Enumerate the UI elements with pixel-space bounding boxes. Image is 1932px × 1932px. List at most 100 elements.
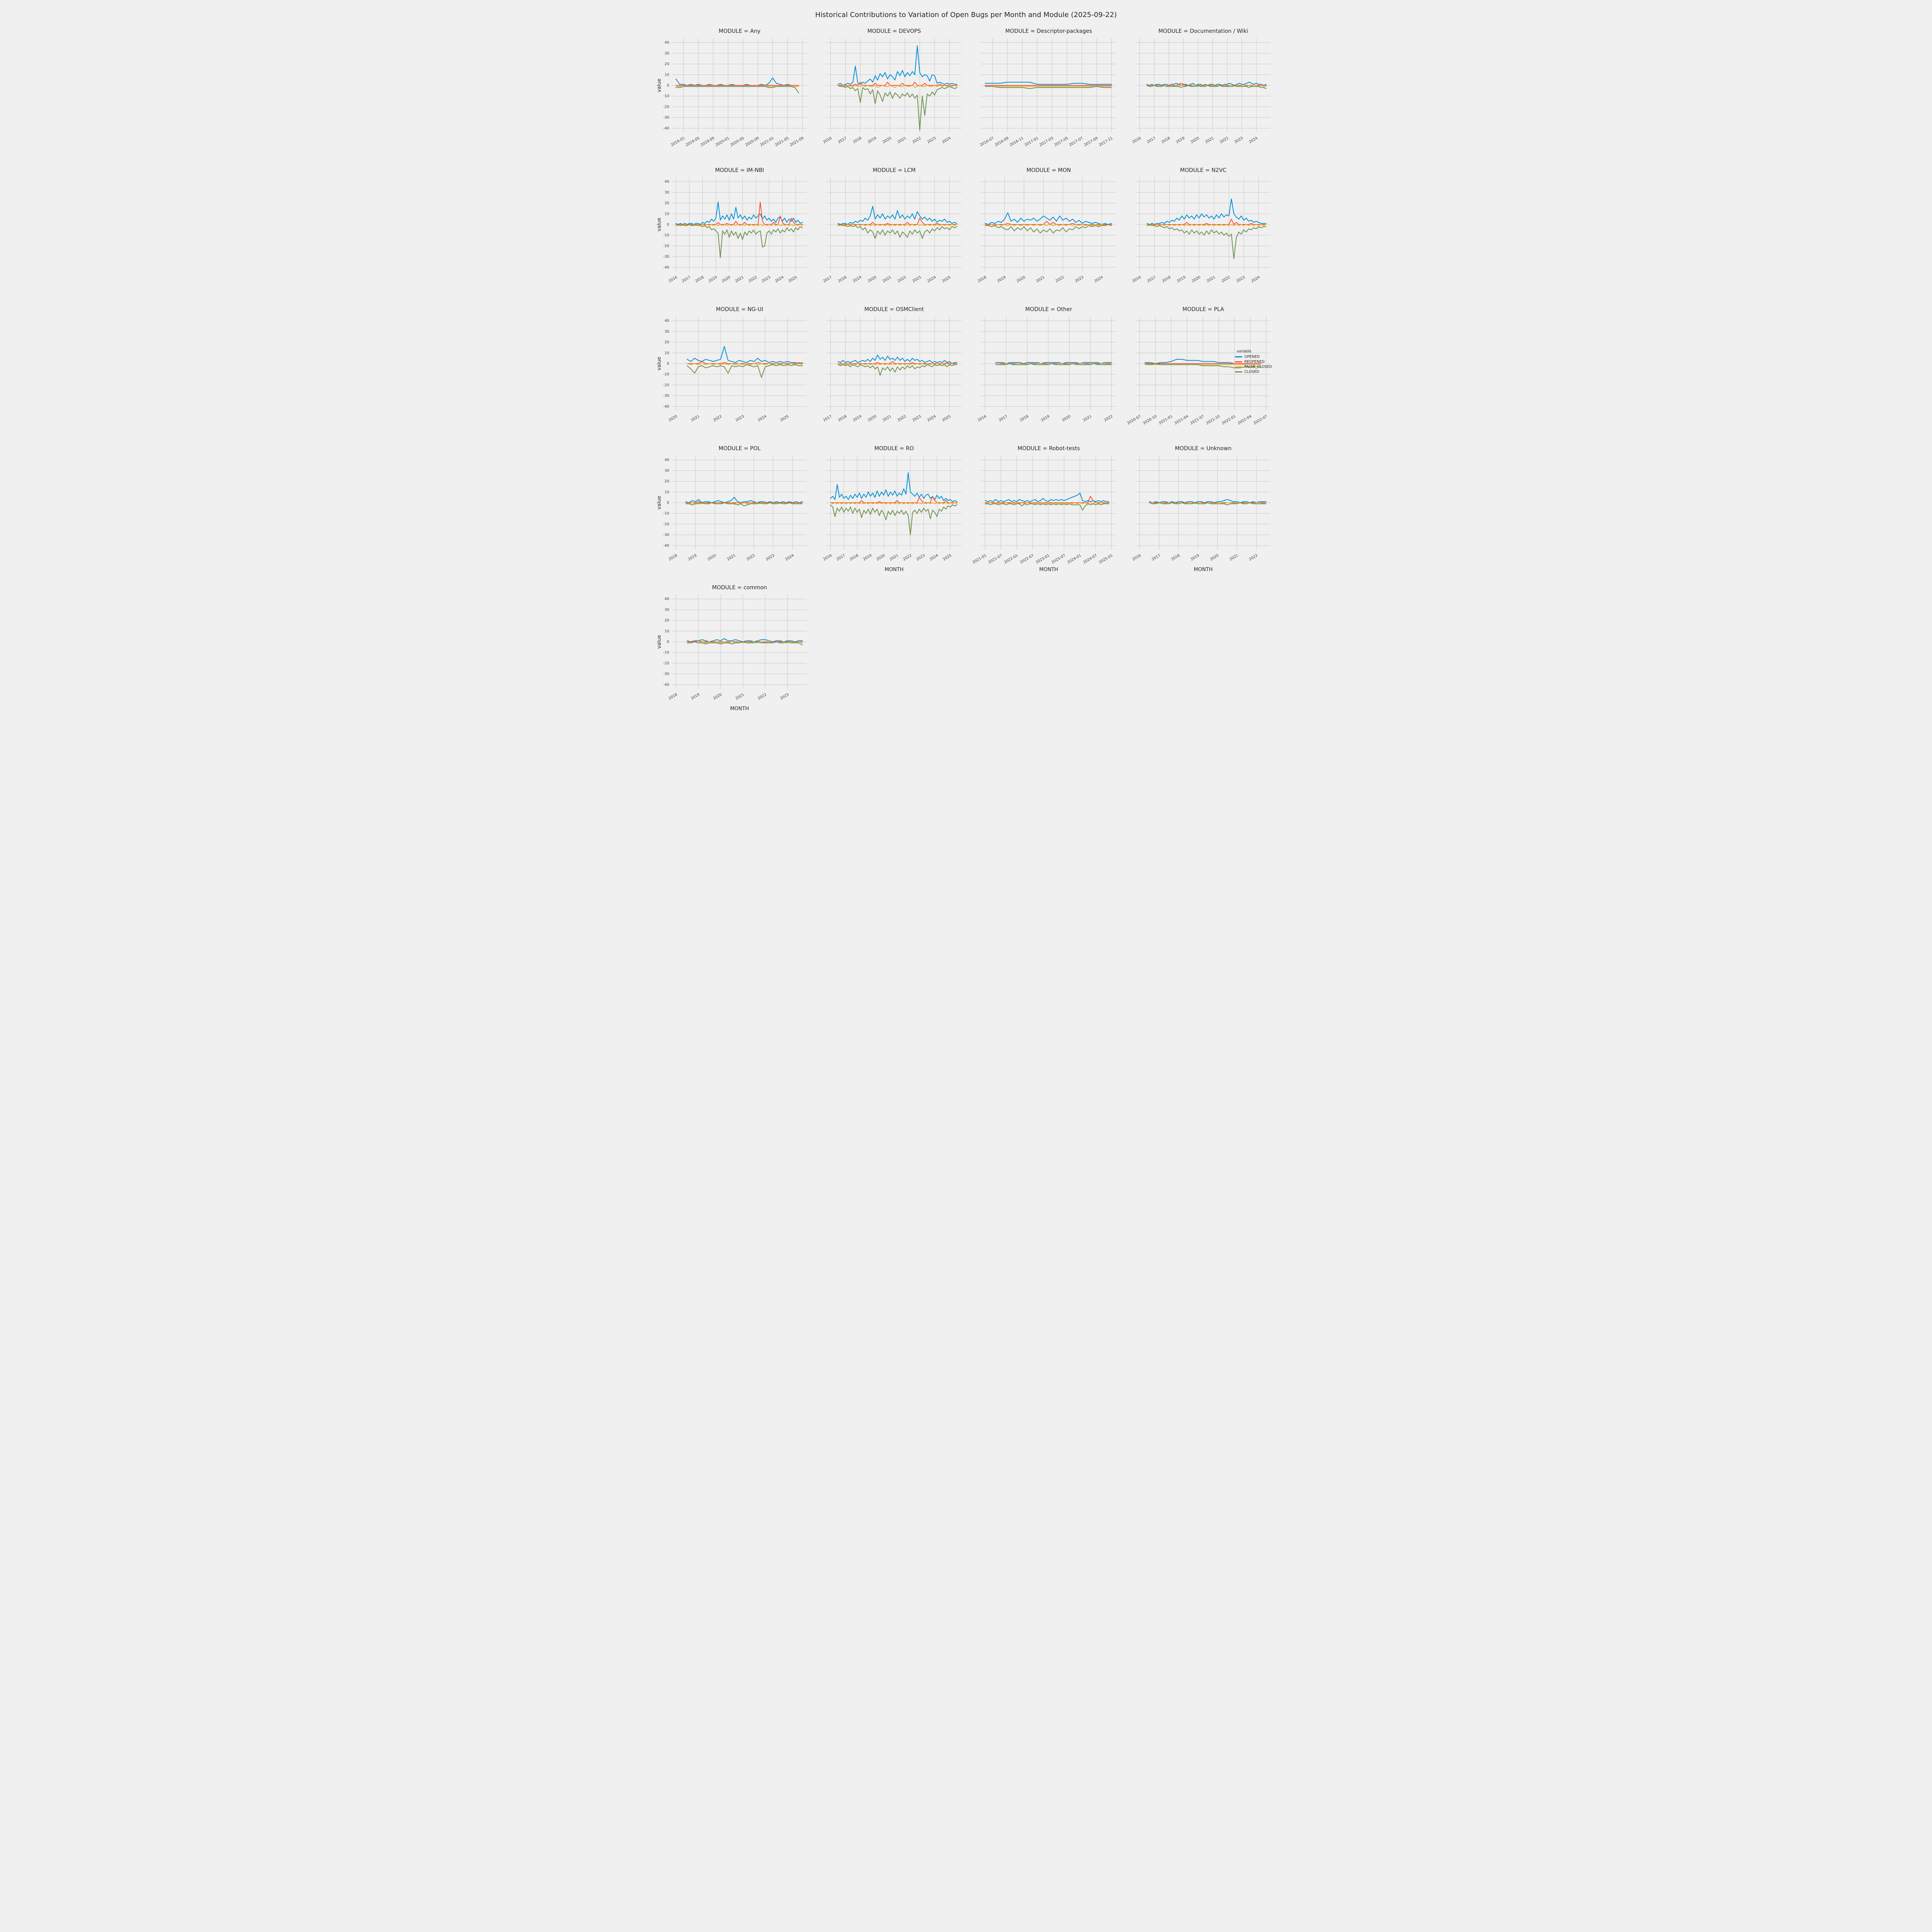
x-tick-label: 2023-01: [1035, 553, 1051, 565]
x-tick-label: 2025: [942, 553, 952, 562]
y-tick-label: 20: [665, 340, 669, 345]
x-tick-label: 2021: [1035, 275, 1045, 284]
y-tick-label: -20: [663, 383, 669, 387]
facet-plot: 2016-072016-092016-112017-012017-032017-…: [979, 38, 1116, 147]
x-tick-label: 2017: [998, 414, 1008, 423]
x-tick-label: 2016: [1132, 553, 1142, 562]
y-tick-label: 0: [667, 501, 669, 505]
y-tick-label: 10: [665, 351, 669, 355]
x-tick-label: 2023: [1234, 136, 1244, 145]
facet-plot: 2016 2017 2018 2019 2020 2021 2022 2023 2024: [1132, 177, 1270, 284]
legend-label: FALSE_CLOSED: [1244, 365, 1272, 369]
legend-label: REOPENED: [1244, 360, 1265, 364]
x-tick-label: 2023: [1074, 275, 1084, 284]
x-tick-label: 2021-10: [1206, 414, 1221, 425]
y-tick-label: 20: [665, 62, 669, 66]
facet-devops: MODULE = DEVOPS 2016 2017 2018 2019 2020 2021 2…: [811, 27, 963, 163]
x-tick-label: 2020-07: [1126, 414, 1142, 425]
x-tick-label: 2022: [912, 136, 922, 145]
x-tick-label: 2021-09: [789, 136, 804, 147]
y-tick-label: -20: [663, 105, 669, 109]
series-line-opened: [985, 82, 1112, 85]
x-tick-label: 2017: [681, 275, 691, 284]
y-tick-label: 40: [665, 41, 669, 45]
legend-swatch-icon: [1235, 371, 1243, 372]
facet-robot-tests: MODULE = Robot-tests 2021-01 2021-07 2022-0…: [966, 445, 1117, 580]
legend-title: variable: [1236, 349, 1252, 354]
x-tick-label: 2024: [1248, 136, 1258, 145]
x-tick-label: 2019: [1176, 275, 1186, 284]
legend-entry-closed: CLOSED: [1235, 369, 1272, 374]
x-tick-label: 2016: [823, 136, 833, 145]
x-tick-label: 2020: [1209, 553, 1219, 562]
y-tick-label: -40: [663, 405, 669, 409]
x-tick-label: 2019: [867, 136, 877, 145]
x-tick-label: 2021: [1082, 414, 1092, 423]
x-tick-label: 2022-01: [1221, 414, 1236, 425]
y-tick-label: 10: [665, 212, 669, 216]
facet-plot: 2016 2017 2018 2019 2020 2021 2022 2023 2024 2025…: [657, 177, 807, 284]
facet-title: MODULE = N2VC: [1180, 167, 1227, 173]
x-tick-label: 2017-03: [1039, 136, 1054, 147]
x-tick-label: 2018: [837, 275, 847, 284]
facet-n2vc: MODULE = N2VC 2016 2017 2018 2019 2020 2021 202…: [1121, 167, 1272, 302]
x-tick-label: 2017-09: [1083, 136, 1099, 147]
facet-plot: 2021-01 2021-07 2022-01 2022-07 2023-01 2023-…: [972, 456, 1116, 565]
x-tick-label: 2024: [784, 553, 794, 562]
facet-title: MODULE = POL: [718, 446, 761, 452]
x-tick-label: 2022-01: [1003, 553, 1019, 565]
y-tick-label: 40: [665, 458, 669, 462]
facet-title: MODULE = MON: [1026, 167, 1071, 173]
facet-plot: 2016 2017 2018 2019 2020 2021 2022: [977, 316, 1116, 423]
y-tick-label: 30: [665, 190, 669, 195]
series-line-false_closed: [837, 224, 957, 226]
facet-title: MODULE = common: [712, 585, 767, 591]
y-tick-label: -10: [663, 233, 669, 238]
x-axis-label: MONTH: [1039, 567, 1058, 573]
legend-swatch-icon: [1235, 366, 1243, 367]
x-tick-label: 2019: [1175, 136, 1185, 145]
x-tick-label: 2020-09: [745, 136, 760, 147]
figure-title: Historical Contributions to Variation of…: [815, 11, 1117, 19]
x-tick-label: 2022: [902, 553, 912, 562]
y-tick-label: 30: [665, 330, 669, 334]
x-tick-label: 2021: [735, 275, 745, 284]
y-axis-label: value: [657, 218, 662, 231]
x-tick-label: 2020: [1061, 414, 1071, 423]
facet-title: MODULE = RO: [874, 446, 914, 452]
x-tick-label: 2021-04: [1174, 414, 1189, 425]
y-tick-label: -20: [663, 661, 669, 665]
series-line-opened: [837, 206, 957, 225]
x-tick-label: 2020: [1016, 275, 1026, 284]
series-line-false_closed: [837, 363, 957, 365]
y-tick-label: -40: [663, 544, 669, 548]
facet-plot: 2020 2021 2022 2023 2024 2025 -40 -30 -20 -10 0 10 2…: [657, 316, 807, 423]
y-tick-label: -30: [663, 255, 669, 259]
y-tick-label: -20: [663, 522, 669, 526]
legend: variable OPENED REOPENED FALSE_CLOSED CLOSED: [1235, 349, 1272, 374]
y-tick-label: -10: [663, 651, 669, 655]
legend-swatch-icon: [1235, 356, 1243, 357]
x-tick-label: 2022: [746, 553, 756, 562]
x-tick-label: 2017: [836, 553, 846, 562]
x-tick-label: 2024: [757, 414, 767, 423]
x-tick-label: 2017: [1146, 136, 1156, 145]
series-line-closed: [675, 224, 803, 258]
x-tick-label: 2022-04: [1237, 414, 1252, 425]
x-tick-label: 2018: [837, 414, 847, 423]
facet-plot: 2016 2017 2018 2019 2020 2021 2022 2023 2024: [1132, 38, 1270, 145]
x-tick-label: 2022: [748, 275, 758, 284]
x-tick-label: 2016-07: [979, 136, 995, 147]
series-line-closed: [675, 86, 799, 94]
facet-plot: 2016 2017 2018 2019 2020 2021 2022 2023 2024 2025: [823, 456, 961, 562]
x-tick-label: 2022: [1248, 553, 1258, 562]
x-tick-label: 2017-11: [1098, 136, 1114, 147]
series-line-closed: [837, 85, 957, 131]
x-axis-label: MONTH: [1194, 567, 1213, 573]
facet-pla: MODULE = PLA 2020-07 2020-10 2021-01 2021-04…: [1121, 306, 1272, 441]
x-axis-label: MONTH: [884, 567, 904, 573]
y-axis-label: value: [657, 496, 662, 510]
y-tick-label: -30: [663, 533, 669, 537]
x-tick-label: 2022: [713, 414, 723, 423]
series-line-closed: [685, 502, 803, 507]
